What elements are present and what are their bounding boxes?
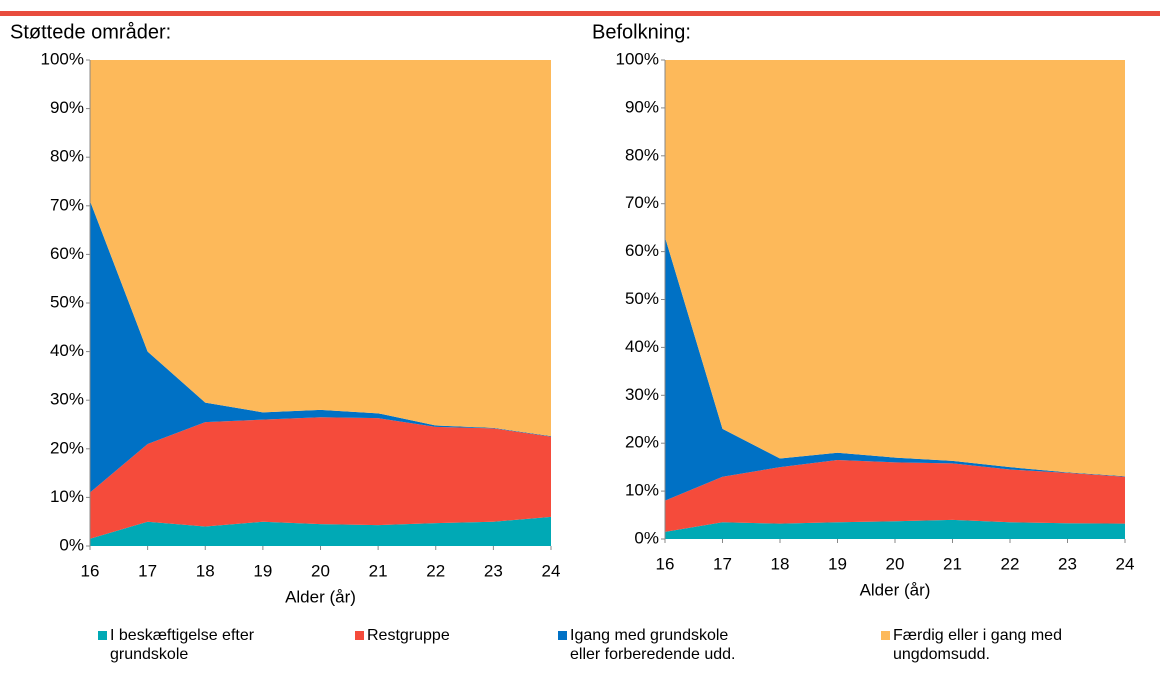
- x-tick-label: 18: [771, 554, 790, 573]
- y-tick-label: 50%: [625, 289, 659, 308]
- chart-title: Befolkning:: [592, 21, 691, 43]
- area: [90, 417, 551, 539]
- x-axis-label: Alder (år): [860, 580, 931, 599]
- y-tick-label: 100%: [41, 49, 84, 68]
- x-tick-label: 16: [81, 561, 100, 580]
- area: [665, 459, 1125, 532]
- y-tick-label: 100%: [616, 49, 659, 68]
- x-tick-label: 22: [426, 561, 445, 580]
- legend-swatch: [98, 631, 107, 640]
- y-tick-label: 60%: [625, 241, 659, 260]
- page: 0% 10% 20% 30% 40% 50% 60% 70% 80% 90% 100% 16 17 18 1…: [0, 11, 1160, 606]
- x-tick-label: 16: [656, 554, 675, 573]
- legend-swatch: [881, 631, 890, 640]
- legend-item: Færdig eller i gang med ungdomsudd.: [881, 626, 1068, 664]
- legend-label: I beskæftigelse efter grundskole: [110, 627, 255, 663]
- x-tick-label: 23: [1058, 554, 1077, 573]
- legend-swatch: [355, 631, 364, 640]
- x-tick-label: 22: [1001, 554, 1020, 573]
- x-tick-label: 20: [311, 561, 330, 580]
- y-tick-label: 40%: [625, 337, 659, 356]
- x-tick-label: 19: [253, 561, 272, 580]
- x-tick-label: 19: [828, 554, 847, 573]
- top-rule: [0, 11, 1160, 16]
- x-tick-label: 24: [542, 561, 561, 580]
- y-tick-label: 90%: [50, 98, 84, 117]
- y-tick-label: 70%: [625, 193, 659, 212]
- y-tick-label: 30%: [625, 385, 659, 404]
- y-tick-label: 80%: [625, 145, 659, 164]
- y-tick-label: 0%: [634, 528, 659, 547]
- legend-item: Igang med grundskole eller forberedende …: [558, 626, 745, 664]
- legend-label: Færdig eller i gang med ungdomsudd.: [893, 627, 1062, 663]
- x-tick-label: 17: [138, 561, 157, 580]
- y-tick-label: 60%: [50, 244, 84, 263]
- x-tick-label: 23: [484, 561, 503, 580]
- x-axis-label: Alder (år): [285, 587, 356, 606]
- x-tick-label: 21: [369, 561, 388, 580]
- legend-label: Restgruppe: [367, 627, 450, 644]
- area: [90, 60, 551, 437]
- area: [665, 237, 1125, 501]
- y-tick-label: 90%: [625, 97, 659, 116]
- legend: I beskæftigelse efter grundskole Restgrup…: [0, 626, 1160, 675]
- y-tick-label: 50%: [50, 292, 84, 311]
- y-tick-label: 30%: [50, 390, 84, 409]
- y-tick-label: 20%: [50, 438, 84, 457]
- y-tick-label: 40%: [50, 341, 84, 360]
- y-tick-label: 70%: [50, 195, 84, 214]
- y-tick-label: 0%: [59, 535, 84, 554]
- x-tick-label: 17: [713, 554, 732, 573]
- area: [665, 60, 1125, 477]
- legend-item: I beskæftigelse efter grundskole: [98, 626, 285, 664]
- legend-label: Igang med grundskole eller forberedende …: [570, 627, 736, 663]
- area: [665, 519, 1125, 539]
- legend-item: Restgruppe: [355, 626, 542, 645]
- x-tick-label: 24: [1116, 554, 1135, 573]
- x-tick-label: 20: [886, 554, 905, 573]
- y-tick-label: 10%: [50, 487, 84, 506]
- area: [90, 516, 551, 546]
- y-tick-label: 10%: [625, 481, 659, 500]
- y-tick-label: 20%: [625, 433, 659, 452]
- chart-title: Støttede områder:: [10, 21, 171, 43]
- x-tick-label: 18: [196, 561, 215, 580]
- legend-swatch: [558, 631, 567, 640]
- y-tick-label: 80%: [50, 147, 84, 166]
- area: [90, 200, 551, 493]
- x-tick-label: 21: [943, 554, 962, 573]
